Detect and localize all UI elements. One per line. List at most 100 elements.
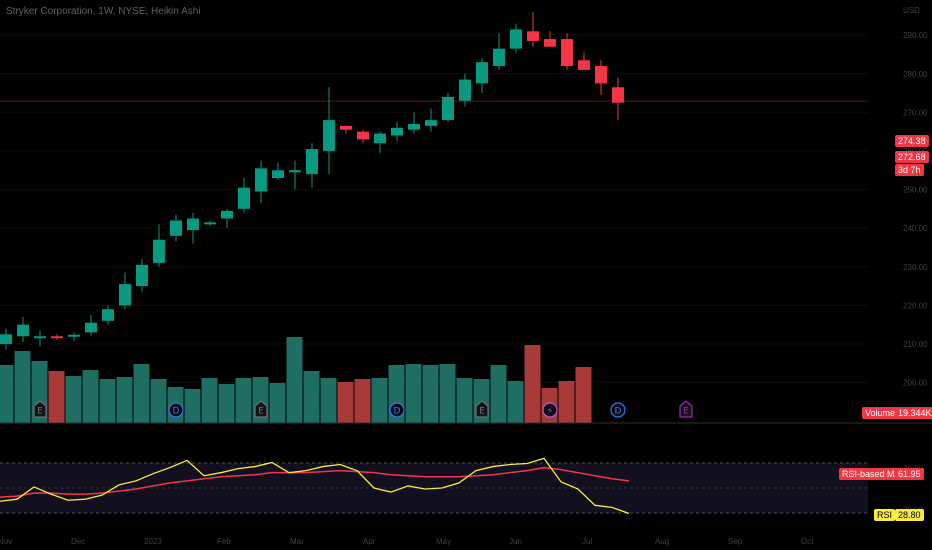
candle — [170, 214, 182, 242]
split-event-marker[interactable]: ⚡ — [542, 402, 558, 418]
candle-body — [493, 48, 505, 67]
volume-bar — [133, 364, 150, 423]
dividend-event-marker[interactable]: D — [168, 402, 184, 418]
price-tick-label: 230.00 — [903, 263, 928, 272]
candle — [204, 220, 216, 227]
earnings-event-marker[interactable]: E — [254, 400, 268, 418]
candle — [68, 332, 80, 341]
earnings-event-marker[interactable]: E — [33, 400, 47, 418]
candle-body — [272, 170, 284, 178]
candle — [323, 87, 335, 175]
candle — [187, 212, 199, 244]
candle-body — [34, 336, 46, 339]
event-marker-symbol: E — [479, 407, 485, 417]
price-grid — [0, 34, 868, 384]
candle-body — [442, 96, 454, 121]
candle — [476, 58, 488, 94]
bar-countdown-label: 3d 7h — [895, 164, 924, 176]
candle — [238, 177, 250, 213]
volume-name-label: Volume — [862, 407, 899, 419]
price-tick-label: 240.00 — [903, 224, 928, 233]
candle — [425, 108, 437, 132]
volume-bar — [303, 371, 320, 423]
candle-body — [17, 324, 29, 337]
earnings-marker-icon — [33, 400, 47, 418]
candle — [153, 224, 165, 267]
volume-bar — [507, 381, 524, 423]
candle-body — [170, 220, 182, 236]
volume-bar — [405, 364, 422, 423]
dividend-event-marker[interactable]: D — [389, 402, 405, 418]
candle — [0, 328, 12, 350]
time-axis[interactable]: Nov Dec 2023 Feb Mar Apr May Jun Jul Aug Sep Oct — [0, 537, 814, 546]
volume-bar — [184, 389, 201, 423]
candle-body — [476, 62, 488, 84]
price-tick-label: 210.00 — [903, 340, 928, 349]
candle — [289, 160, 301, 190]
price-axis[interactable]: 290.00280.00270.00260.00250.00240.00230.… — [903, 6, 928, 388]
candle — [527, 12, 539, 47]
event-marker-symbol: E — [258, 407, 264, 417]
candle — [85, 315, 97, 337]
price-tick-label: 290.00 — [903, 31, 928, 40]
earnings-event-marker[interactable]: E — [475, 400, 489, 418]
time-tick-label: Dec — [71, 537, 85, 546]
volume-bar — [286, 337, 303, 423]
time-tick-label: Aug — [655, 537, 669, 546]
candle — [578, 52, 590, 70]
candle-body — [408, 123, 420, 130]
time-tick-label: May — [436, 537, 451, 546]
candle — [408, 112, 420, 134]
rsi-line — [0, 457, 630, 515]
dividend-marker-icon — [610, 402, 626, 418]
volume-bar — [422, 365, 439, 423]
price-tick-label: 270.00 — [903, 108, 928, 117]
time-tick-label: Mar — [290, 537, 304, 546]
volume-bar — [218, 384, 235, 423]
volume-value-label: 19.344K — [895, 407, 932, 419]
dividend-marker-icon — [389, 402, 405, 418]
event-marker-symbol: D — [615, 407, 622, 417]
candle-body — [204, 222, 216, 225]
dividend-marker-icon — [168, 402, 184, 418]
volume-bar — [235, 378, 252, 423]
candle-body — [153, 239, 165, 263]
rsi-ma-name-label: RSI-based MA — [839, 468, 904, 480]
candle-body — [578, 60, 590, 70]
volume-bar — [439, 364, 456, 423]
candle-body — [357, 131, 369, 140]
candle-body — [544, 39, 556, 47]
candle-body — [510, 29, 522, 49]
dividend-event-marker[interactable]: D — [610, 402, 626, 418]
price-tick-label: 280.00 — [903, 70, 928, 79]
volume-bar — [320, 378, 337, 423]
price-tick-label: 250.00 — [903, 186, 928, 195]
candle-body — [459, 79, 471, 101]
rsi-value-label: 28.80 — [895, 509, 924, 521]
candle — [544, 31, 556, 47]
candle-body — [85, 322, 97, 333]
candle — [102, 305, 114, 325]
candle — [374, 131, 386, 153]
candle — [595, 60, 607, 95]
volume-bar — [490, 365, 507, 423]
volume-bar — [201, 378, 218, 423]
candle — [612, 77, 624, 121]
candle-body — [425, 120, 437, 126]
candle-body — [561, 39, 573, 67]
candle-body — [187, 218, 199, 231]
candle — [136, 259, 148, 292]
candle — [357, 129, 369, 144]
rsi-ma-value-label: 61.95 — [895, 468, 924, 480]
earnings-event-marker[interactable]: E — [679, 400, 693, 418]
time-tick-label: Jun — [509, 537, 522, 546]
volume-bar — [0, 365, 14, 423]
volume-bar — [269, 383, 286, 423]
volume-bar — [82, 370, 99, 423]
last-price-label: 274.38 — [895, 135, 929, 147]
volume-bars — [0, 337, 592, 423]
currency-label: USD — [903, 6, 920, 15]
volume-bar — [14, 351, 31, 423]
candle-body — [323, 120, 335, 151]
